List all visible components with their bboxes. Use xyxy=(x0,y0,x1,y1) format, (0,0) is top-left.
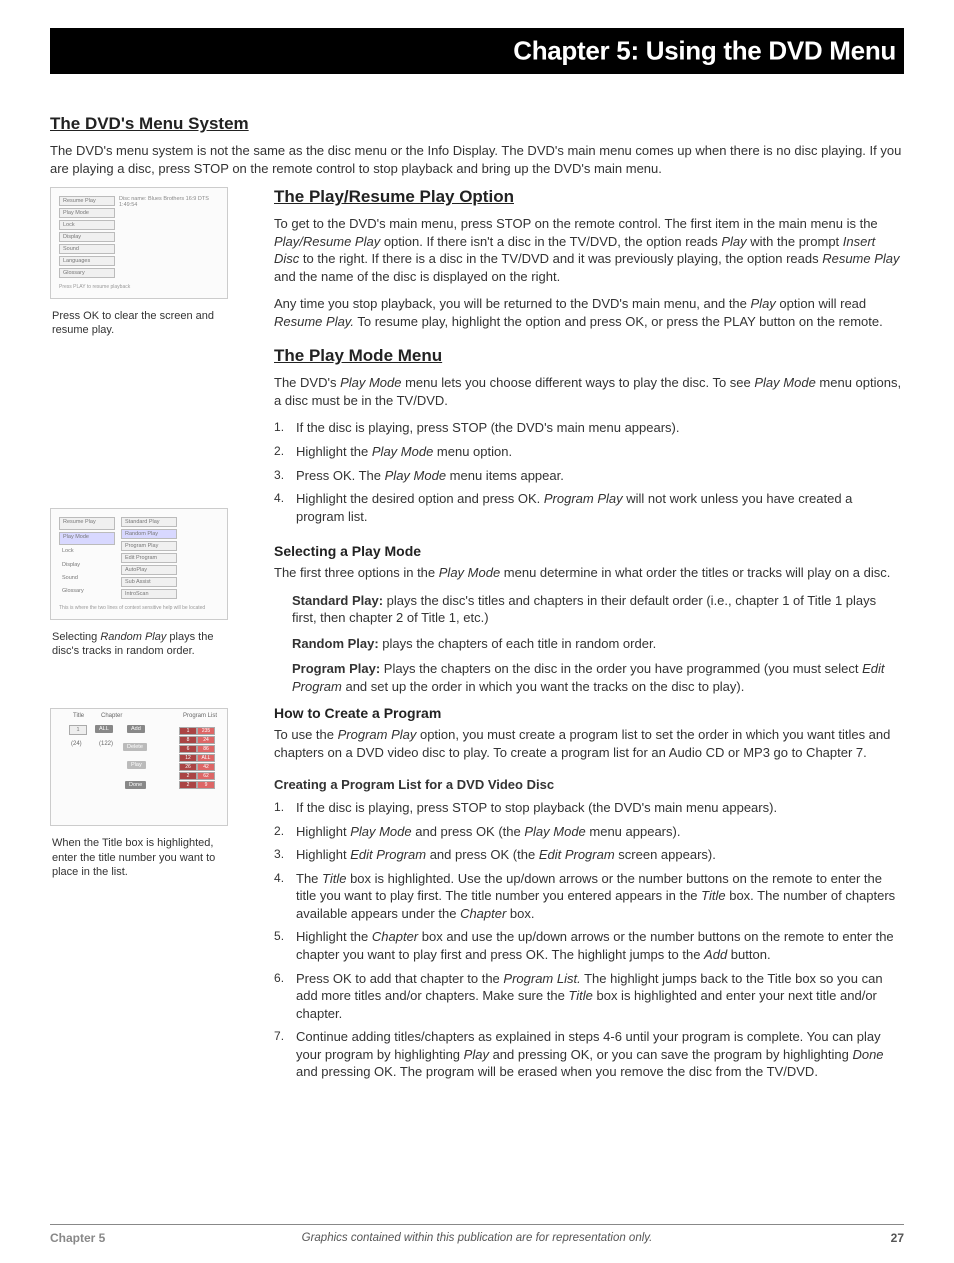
fig2-left-item: Lock xyxy=(59,547,115,558)
fig2-left-item: Glossary xyxy=(59,587,115,598)
figure-3: Title Chapter Program List 1 ALL Add (24… xyxy=(50,708,228,826)
fig2-left-item: Sound xyxy=(59,574,115,585)
s5-li6: Press OK to add that chapter to the Prog… xyxy=(274,970,904,1023)
fig2-hint: This is where the two lines of context s… xyxy=(59,605,219,611)
section4-p1: The first three options in the Play Mode… xyxy=(274,564,904,582)
fig2-cap-a: Selecting xyxy=(52,631,100,643)
s5-li5: Highlight the Chapter box and use the up… xyxy=(274,928,904,963)
footer-right: 27 xyxy=(891,1231,904,1245)
fig2-right-item: Random Play xyxy=(121,529,177,539)
fig3-delete-btn: Delete xyxy=(123,743,147,751)
fig1-item: Resume Play xyxy=(59,196,115,206)
s3-li3: Press OK. The Play Mode menu items appea… xyxy=(274,467,904,485)
fig3-all-btn: ALL xyxy=(95,725,113,733)
figure2-caption: Selecting Random Play plays the disc's t… xyxy=(50,630,235,659)
fig3-title-val: 1 xyxy=(69,725,87,735)
s5-li3: Highlight Edit Program and press OK (the… xyxy=(274,846,904,864)
section2-heading: The Play/Resume Play Option xyxy=(274,187,904,207)
fig3-add-btn: Add xyxy=(127,725,145,733)
footer-center: Graphics contained within this publicati… xyxy=(302,1232,653,1244)
fig1-item: Play Mode xyxy=(59,208,115,218)
fig1-side: Disc name: Blues Brothers 16:9 DTS 1:49:… xyxy=(115,196,219,278)
fig1-item: Display xyxy=(59,232,115,242)
fig2-left-item: Resume Play xyxy=(59,517,115,530)
left-column: Resume Play Play Mode Lock Display Sound… xyxy=(50,187,248,1087)
fig3-program-list: 1235 824 686 12ALL 2642 262 29 xyxy=(179,727,219,790)
s5-li4: The Title box is highlighted. Use the up… xyxy=(274,870,904,923)
s3-li1: If the disc is playing, press STOP (the … xyxy=(274,419,904,437)
section2-p2: Any time you stop playback, you will be … xyxy=(274,295,904,330)
right-column: The Play/Resume Play Option To get to th… xyxy=(274,187,904,1087)
section1-body: The DVD's menu system is not the same as… xyxy=(50,142,904,177)
footer-left: Chapter 5 xyxy=(50,1231,105,1245)
figure3-caption: When the Title box is highlighted, enter… xyxy=(50,836,235,879)
fig2-left-item: Display xyxy=(59,561,115,572)
page-content: The DVD's Menu System The DVD's menu sys… xyxy=(0,74,954,1087)
fig3-done-btn: Done xyxy=(125,781,146,789)
section3-heading: The Play Mode Menu xyxy=(274,346,904,366)
fig3-title-lbl: Title xyxy=(73,713,84,719)
section4-d1: Standard Play: plays the disc's titles a… xyxy=(274,592,904,627)
section5-p1: To use the Program Play option, you must… xyxy=(274,726,904,761)
fig1-item: Lock xyxy=(59,220,115,230)
section3-p1: The DVD's Play Mode menu lets you choose… xyxy=(274,374,904,409)
fig3-count2: (122) xyxy=(99,741,113,747)
fig2-right-item: Edit Program xyxy=(121,553,177,563)
section2-p1: To get to the DVD's main menu, press STO… xyxy=(274,215,904,285)
section3-list: If the disc is playing, press STOP (the … xyxy=(274,419,904,525)
fig1-item: Languages xyxy=(59,256,115,266)
section1-heading: The DVD's Menu System xyxy=(50,114,904,134)
fig1-item: Sound xyxy=(59,244,115,254)
fig1-hint: Press PLAY to resume playback xyxy=(59,284,219,290)
two-column-layout: Resume Play Play Mode Lock Display Sound… xyxy=(50,187,904,1087)
section4-heading: Selecting a Play Mode xyxy=(274,543,904,559)
fig2-right-item: AutoPlay xyxy=(121,565,177,575)
fig2-right-item: Sub Assist xyxy=(121,577,177,587)
fig2-right-item: Program Play xyxy=(121,541,177,551)
section5-list: If the disc is playing, press STOP to st… xyxy=(274,799,904,1081)
figure-1: Resume Play Play Mode Lock Display Sound… xyxy=(50,187,228,299)
fig3-prog-lbl: Program List xyxy=(183,713,217,719)
s3-li2: Highlight the Play Mode menu option. xyxy=(274,443,904,461)
header-bar: Chapter 5: Using the DVD Menu xyxy=(50,28,904,74)
fig3-play-btn: Play xyxy=(127,761,146,769)
section5-heading: How to Create a Program xyxy=(274,705,904,721)
fig2-cap-b: Random Play xyxy=(100,631,166,643)
fig2-right-item: IntroScan xyxy=(121,589,177,599)
fig3-count1: (24) xyxy=(71,741,82,747)
fig2-right-item: Standard Play xyxy=(121,517,177,527)
s3-li4: Highlight the desired option and press O… xyxy=(274,490,904,525)
s5-li7: Continue adding titles/chapters as expla… xyxy=(274,1028,904,1081)
chapter-title: Chapter 5: Using the DVD Menu xyxy=(513,36,896,67)
figure-2: Resume Play Play Mode Lock Display Sound… xyxy=(50,508,228,620)
fig1-item: Glossary xyxy=(59,268,115,278)
figure1-caption: Press OK to clear the screen and resume … xyxy=(50,309,235,338)
s5-li2: Highlight Play Mode and press OK (the Pl… xyxy=(274,823,904,841)
fig2-left-item: Play Mode xyxy=(59,532,115,545)
section4-d2: Random Play: plays the chapters of each … xyxy=(274,635,904,653)
section5-subhead: Creating a Program List for a DVD Video … xyxy=(274,776,904,794)
fig3-chapter-lbl: Chapter xyxy=(101,713,122,719)
section4-d3: Program Play: Plays the chapters on the … xyxy=(274,660,904,695)
s5-li1: If the disc is playing, press STOP to st… xyxy=(274,799,904,817)
